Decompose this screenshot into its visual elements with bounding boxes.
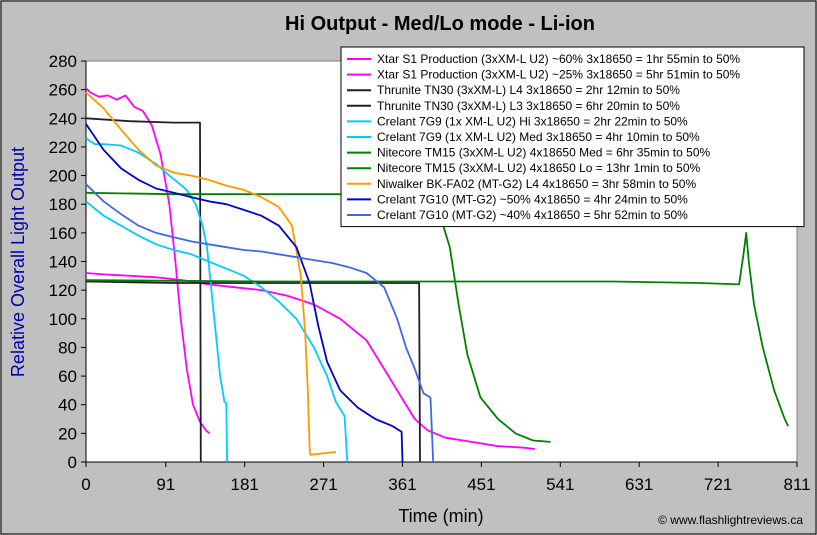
legend-entry: Crelant 7G9 (1x XM-L U2) Med 3x18650 = 4… (377, 130, 700, 144)
y-tick-label: 280 (49, 52, 77, 71)
legend-entry: Xtar S1 Production (3xXM-L U2) ~25% 3x18… (377, 68, 740, 82)
y-tick-label: 20 (58, 424, 77, 443)
x-axis-label: Time (min) (398, 506, 483, 526)
legend: Xtar S1 Production (3xXM-L U2) ~60% 3x18… (340, 46, 805, 228)
legend-entry: Crelant 7G9 (1x XM-L U2) Hi 3x18650 = 2h… (377, 114, 688, 128)
credit-text: © www.flashlightreviews.ca (658, 513, 803, 527)
legend-entry: Xtar S1 Production (3xXM-L U2) ~60% 3x18… (377, 52, 740, 66)
legend-entry: Crelant 7G10 (MT-G2) ~50% 4x18650 = 4hr … (377, 192, 688, 206)
y-tick-label: 200 (49, 167, 77, 186)
series-line-4 (85, 280, 421, 463)
x-tick-label: 0 (81, 475, 90, 494)
y-tick-label: 60 (58, 367, 77, 386)
y-tick-label: 160 (49, 224, 77, 243)
y-tick-label: 100 (49, 310, 77, 329)
y-tick-label: 40 (58, 396, 77, 415)
axes: 0 20 40 60 80 100 120 140 160 180 200 220 240 260 280 0… (49, 52, 811, 494)
series-line-11 (85, 183, 435, 463)
x-tick-label: 541 (546, 475, 574, 494)
legend-entry: Thrunite TN30 (3xXM-L) L4 3x18650 = 2hr … (377, 83, 680, 97)
y-axis-label: Relative Overall Light Output (8, 147, 28, 377)
x-tick-label: 91 (156, 475, 175, 494)
legend-entry: Niwalker BK-FA02 (MT-G2) L4 4x18650 = 3h… (377, 177, 696, 191)
series-line-2 (85, 272, 536, 450)
y-tick-label: 180 (49, 195, 77, 214)
series-line-6 (85, 200, 349, 463)
y-tick-label: 0 (68, 453, 77, 472)
y-tick-label: 140 (49, 253, 77, 272)
legend-entry: Crelant 7G10 (MT-G2) ~40% 4x18650 = 5hr … (377, 208, 688, 222)
x-tick-label: 721 (704, 475, 732, 494)
x-tick-label: 631 (625, 475, 653, 494)
x-tick-label: 271 (309, 475, 337, 494)
series-line-9 (85, 91, 336, 456)
legend-box (340, 46, 805, 228)
y-tick-label: 80 (58, 338, 77, 357)
y-tick-label: 260 (49, 81, 77, 100)
series-line-7 (85, 191, 551, 443)
x-tick-label: 451 (467, 475, 495, 494)
y-tick-label: 220 (49, 138, 77, 157)
series-layer (85, 87, 790, 463)
x-tick-label: 811 (783, 475, 810, 494)
series-line-10 (85, 123, 404, 463)
legend-entry: Thrunite TN30 (3xXM-L) L3 3x18650 = 6hr … (377, 99, 680, 113)
series-line-1 (85, 87, 211, 435)
series-line-3 (85, 117, 202, 463)
chart-title: Hi Output - Med/Lo mode - Li-ion (285, 13, 595, 35)
series-line-8 (85, 232, 790, 427)
legend-entry: Nitecore TM15 (3xXM-L U2) 4x18650 Lo = 1… (377, 161, 700, 175)
x-tick-label: 361 (388, 475, 416, 494)
x-tick-label: 181 (230, 475, 258, 494)
y-tick-label: 240 (49, 109, 77, 128)
legend-entry: Nitecore TM15 (3xXM-L U2) 4x18650 Med = … (377, 146, 710, 160)
y-tick-label: 120 (49, 281, 77, 300)
